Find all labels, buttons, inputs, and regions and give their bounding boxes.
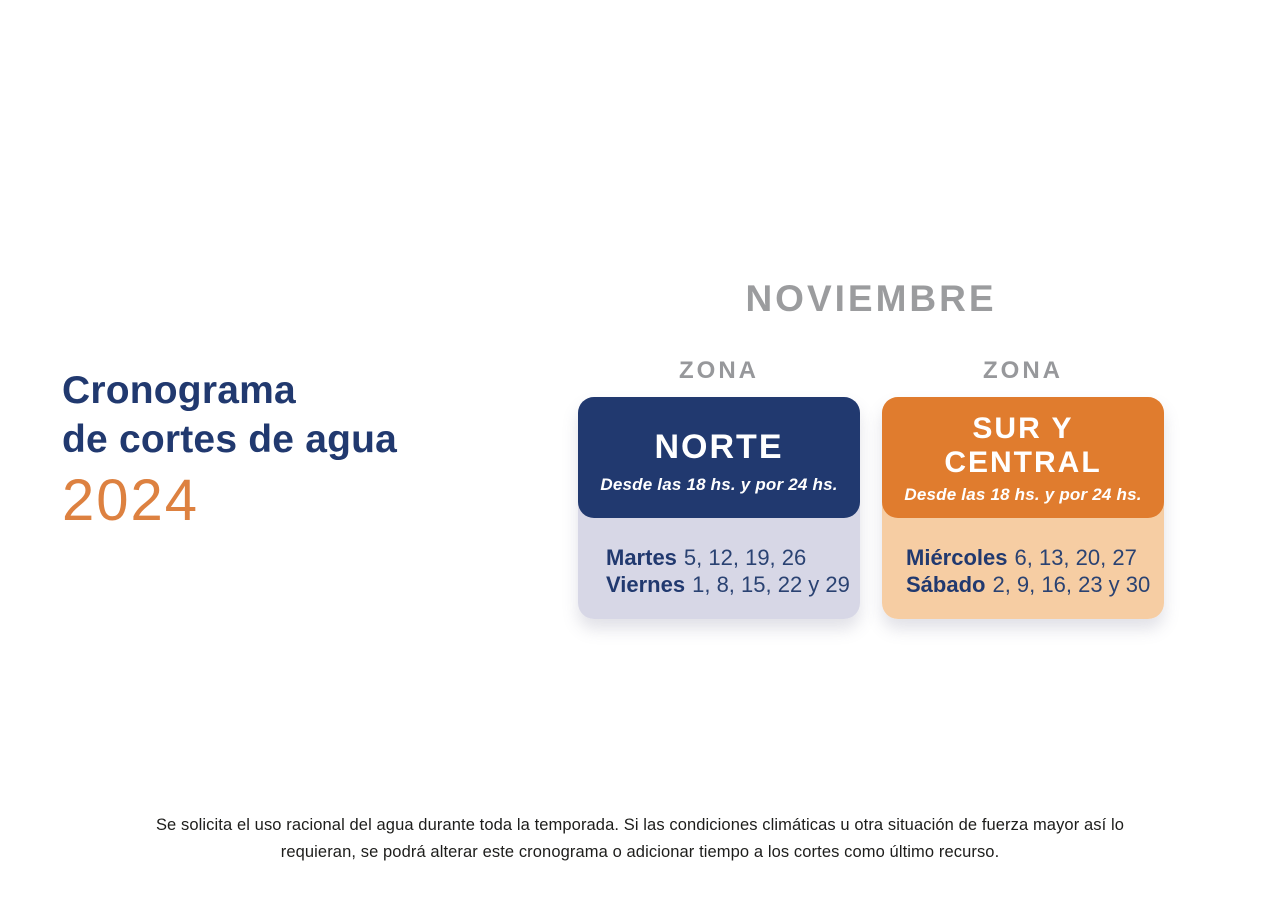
disclaimer-line1: Se solicita el uso racional del agua dur… <box>155 816 1125 834</box>
card-norte-days: Martes 5, 12, 19, 26 Viernes 1, 8, 15, 22 … <box>606 544 850 598</box>
day-dates: 2, 9, 16, 23 y 30 <box>992 572 1151 597</box>
card-sur-header: SUR Y CENTRAL Desde las 18 hs. y por 24 … <box>882 397 1164 518</box>
day-name: Miércoles <box>906 545 1008 570</box>
zona-label-norte: ZONA <box>679 357 759 384</box>
day-dates: 1, 8, 15, 22 y 29 <box>692 572 850 597</box>
disclaimer-line2: requieran, se podrá alterar este cronogr… <box>280 843 1000 861</box>
day-name: Martes <box>606 545 677 570</box>
zone-name-norte: NORTE <box>654 428 784 466</box>
card-norte: NORTE Desde las 18 hs. y por 24 hs. Mart… <box>578 397 860 619</box>
day-row: Martes 5, 12, 19, 26 <box>606 544 850 571</box>
page-title-line2: de cortes de agua <box>62 418 398 461</box>
zone-cards: ZONA NORTE Desde las 18 hs. y por 24 hs.… <box>578 358 1164 619</box>
day-name: Viernes <box>606 572 686 597</box>
day-row: Viernes 1, 8, 15, 22 y 29 <box>606 571 850 598</box>
zona-label-sur: ZONA <box>983 357 1063 384</box>
zone-schedule-note-norte: Desde las 18 hs. y por 24 hs. <box>600 475 838 494</box>
zone-name-sur-central: SUR Y CENTRAL <box>944 412 1102 479</box>
page-title-line1: Cronograma <box>62 369 296 412</box>
zone-schedule-note-sur: Desde las 18 hs. y por 24 hs. <box>904 485 1142 504</box>
zone-card-sur-central: ZONA SUR Y CENTRAL Desde las 18 hs. y po… <box>882 358 1164 619</box>
day-dates: 6, 13, 20, 27 <box>1014 545 1137 570</box>
month-heading: NOVIEMBRE <box>745 278 997 319</box>
card-norte-header: NORTE Desde las 18 hs. y por 24 hs. <box>578 397 860 518</box>
card-sur-central: SUR Y CENTRAL Desde las 18 hs. y por 24 … <box>882 397 1164 619</box>
day-row: Miércoles 6, 13, 20, 27 <box>906 544 1154 571</box>
zone-card-norte: ZONA NORTE Desde las 18 hs. y por 24 hs.… <box>578 358 860 619</box>
disclaimer-text: Se solicita el uso racional del agua dur… <box>0 812 1280 866</box>
day-name: Sábado <box>906 572 986 597</box>
title-block: Cronograma de cortes de agua 2024 <box>62 366 397 530</box>
year-label: 2024 <box>62 468 200 533</box>
card-sur-days: Miércoles 6, 13, 20, 27 Sábado 2, 9, 16, 2… <box>906 544 1154 598</box>
day-dates: 5, 12, 19, 26 <box>683 545 807 570</box>
day-row: Sábado 2, 9, 16, 23 y 30 <box>906 571 1154 598</box>
